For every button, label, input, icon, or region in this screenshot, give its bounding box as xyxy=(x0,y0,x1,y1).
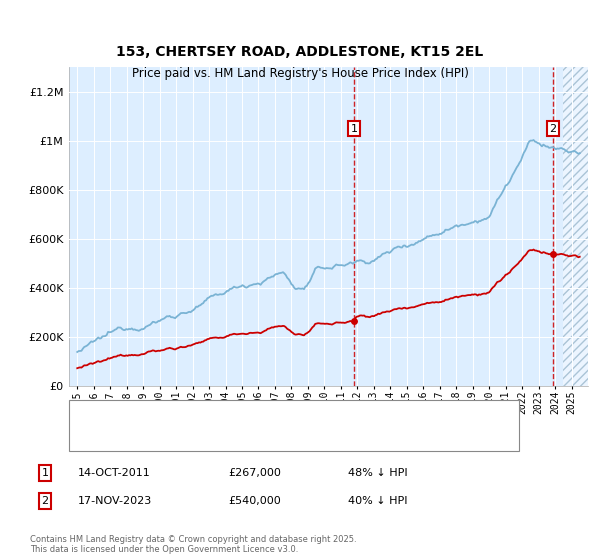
Text: 1: 1 xyxy=(41,468,49,478)
Text: 1: 1 xyxy=(350,124,358,134)
Bar xyxy=(563,67,588,386)
Text: 153, CHERTSEY ROAD, ADDLESTONE, KT15 2EL (detached house): 153, CHERTSEY ROAD, ADDLESTONE, KT15 2EL… xyxy=(117,409,457,419)
Text: Contains HM Land Registry data © Crown copyright and database right 2025.
This d: Contains HM Land Registry data © Crown c… xyxy=(30,535,356,554)
Text: 153, CHERTSEY ROAD, ADDLESTONE, KT15 2EL: 153, CHERTSEY ROAD, ADDLESTONE, KT15 2EL xyxy=(116,45,484,59)
Text: HPI: Average price, detached house, Runnymede: HPI: Average price, detached house, Runn… xyxy=(117,433,372,443)
Text: 40% ↓ HPI: 40% ↓ HPI xyxy=(348,496,407,506)
Text: £540,000: £540,000 xyxy=(228,496,281,506)
Text: 48% ↓ HPI: 48% ↓ HPI xyxy=(348,468,407,478)
Text: 2: 2 xyxy=(41,496,49,506)
Text: 2: 2 xyxy=(550,124,557,134)
Bar xyxy=(563,67,588,386)
Text: 17-NOV-2023: 17-NOV-2023 xyxy=(78,496,152,506)
Text: 14-OCT-2011: 14-OCT-2011 xyxy=(78,468,151,478)
Text: Price paid vs. HM Land Registry's House Price Index (HPI): Price paid vs. HM Land Registry's House … xyxy=(131,67,469,80)
Text: £267,000: £267,000 xyxy=(228,468,281,478)
